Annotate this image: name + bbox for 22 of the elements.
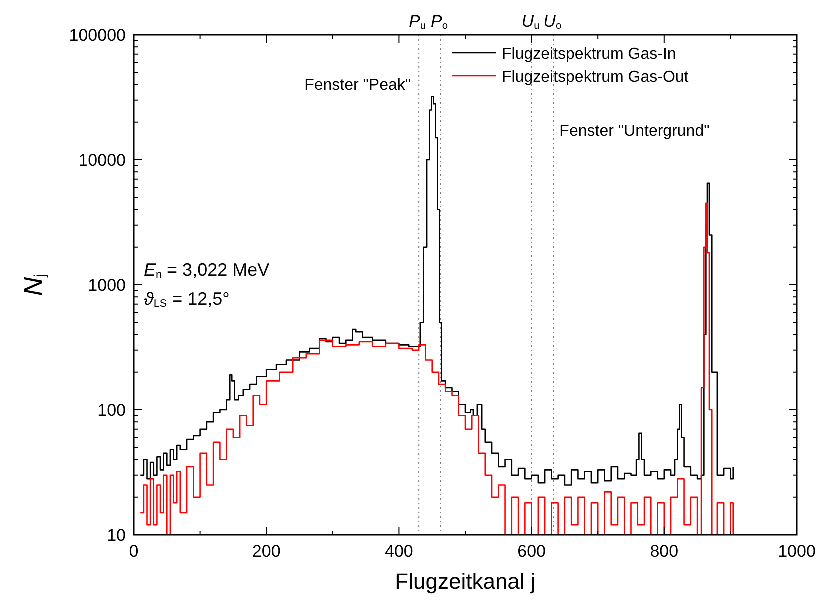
x-tick-label: 600 — [518, 542, 546, 561]
x-tick-label: 800 — [650, 542, 679, 561]
annotation: Fenster "Untergrund" — [560, 123, 710, 140]
x-tick-label: 400 — [385, 542, 414, 561]
x-tick-label: 1000 — [778, 542, 816, 561]
y-tick-label: 10000 — [78, 151, 126, 170]
y-tick-label: 100 — [98, 401, 126, 420]
annotation: ϑ$_{LS}$ = 12,5° — [144, 289, 230, 310]
y-tick-label: 1000 — [88, 276, 126, 295]
x-tick-label: 0 — [129, 542, 139, 561]
y-tick-label: 10 — [107, 526, 126, 545]
x-axis-title: Flugzeitkanal j — [395, 569, 536, 594]
ref-line-label: P$_{u}$ — [409, 12, 426, 32]
y-tick-label: 100000 — [69, 26, 126, 45]
annotation: Fenster "Peak" — [304, 77, 412, 94]
ref-line-label: U$_{u}$ — [522, 12, 540, 32]
legend-label: Flugzeitspektrum Gas-Out — [502, 69, 690, 86]
annotation: E$_{n}$ = 3,022 MeV — [144, 260, 270, 282]
ref-line-label: P$_{o}$ — [430, 12, 448, 32]
x-tick-label: 200 — [252, 542, 281, 561]
ref-line-label: U$_{o}$ — [544, 12, 562, 32]
legend-label: Flugzeitspektrum Gas-In — [502, 46, 676, 63]
